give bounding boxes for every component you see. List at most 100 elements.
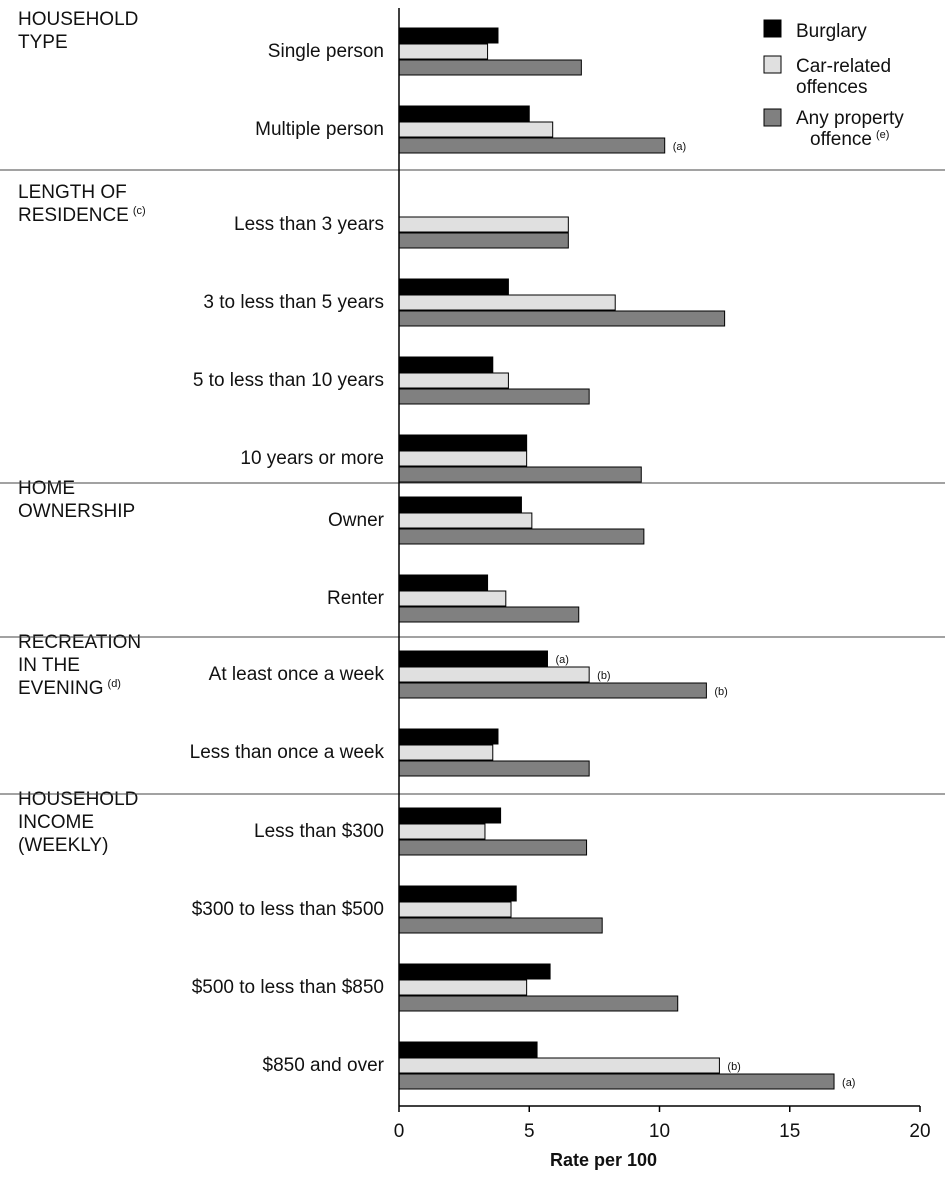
category-label: Less than $300	[254, 821, 384, 842]
legend-superscript: (e)	[876, 129, 889, 141]
category-label: Less than 3 years	[234, 214, 384, 235]
x-tick-label: 20	[909, 1121, 930, 1142]
bar-any-property-offence	[398, 466, 642, 483]
bar-burglary	[398, 807, 502, 824]
bar-note: (b)	[727, 1061, 740, 1073]
bar-note: (a)	[842, 1077, 855, 1089]
bar-note: (a)	[555, 654, 568, 666]
bar-car-related-offences	[398, 1057, 720, 1074]
group-label-superscript: (d)	[108, 678, 121, 690]
bar-burglary	[398, 278, 509, 295]
bar-car-related-offences	[398, 666, 590, 683]
bar-any-property-offence	[398, 137, 666, 154]
group-label-superscript: (c)	[133, 205, 146, 217]
bar-burglary	[398, 356, 494, 373]
x-axis-title: Rate per 100	[550, 1150, 657, 1170]
group-label-line: HOUSEHOLD	[18, 789, 138, 810]
bar-car-related-offences	[398, 901, 512, 918]
group-label-2: HOME OWNERSHIP	[18, 478, 135, 522]
group-label-1: LENGTH OF RESIDENCE (c)	[18, 182, 146, 226]
bar-note: (a)	[673, 141, 686, 153]
bar-car-related-offences	[398, 216, 569, 233]
bar-burglary	[398, 105, 530, 122]
bar-note: (b)	[597, 670, 610, 682]
bar-car-related-offences	[398, 43, 489, 60]
category-label: Renter	[327, 588, 385, 609]
category-label: 3 to less than 5 years	[203, 292, 384, 313]
bar-burglary	[398, 650, 548, 667]
bar-any-property-offence	[398, 606, 580, 623]
bar-burglary	[398, 728, 499, 745]
group-label-line: IN THE	[18, 655, 80, 676]
group-label-line: LENGTH OF	[18, 182, 127, 203]
bar-any-property-offence	[398, 310, 726, 327]
category-label: Owner	[328, 510, 385, 531]
bar-car-related-offences	[398, 823, 486, 840]
bar-any-property-offence	[398, 388, 590, 405]
bar-car-related-offences	[398, 590, 507, 607]
bar-any-property-offence	[398, 917, 603, 934]
bar-any-property-offence	[398, 682, 707, 699]
legend: Burglary Car-related offences Any property o…	[763, 19, 904, 150]
bar-car-related-offences	[398, 121, 554, 138]
bar-any-property-offence	[398, 1073, 835, 1090]
bar-burglary	[398, 1041, 538, 1058]
bar-burglary	[398, 963, 551, 980]
group-label-0: HOUSEHOLD TYPE	[18, 9, 138, 53]
bar-burglary	[398, 885, 517, 902]
bar-any-property-offence	[398, 760, 590, 777]
x-tick-label: 15	[779, 1121, 800, 1142]
category-label: Less than once a week	[190, 742, 385, 763]
legend-swatch	[763, 108, 782, 127]
category-label: 10 years or more	[240, 448, 384, 469]
legend-label-line: offences	[796, 77, 867, 98]
group-label-4: HOUSEHOLD INCOME (WEEKLY)	[18, 789, 138, 856]
category-label: 5 to less than 10 years	[193, 370, 384, 391]
x-tick-label: 0	[394, 1121, 405, 1142]
bar-burglary	[398, 27, 499, 44]
category-label: Multiple person	[255, 119, 384, 140]
legend-swatch	[763, 55, 782, 74]
group-label-line: TYPE	[18, 32, 68, 53]
group-label-line: RECREATION	[18, 632, 141, 653]
bar-car-related-offences	[398, 294, 616, 311]
group-label-line: INCOME	[18, 812, 94, 833]
x-tick-label: 10	[649, 1121, 670, 1142]
category-label: $500 to less than $850	[192, 977, 384, 998]
bar-car-related-offences	[398, 450, 528, 467]
group-label-line: EVENING	[18, 678, 104, 699]
bar-any-property-offence	[398, 59, 582, 76]
legend-label-line: Burglary	[796, 21, 867, 42]
bar-any-property-offence	[398, 232, 569, 249]
bar-burglary	[398, 434, 528, 451]
bar-note: (b)	[714, 686, 727, 698]
bar-car-related-offences	[398, 512, 533, 529]
category-label: Single person	[268, 41, 384, 62]
group-label-line: HOUSEHOLD	[18, 9, 138, 30]
bar-any-property-offence	[398, 839, 588, 856]
legend-label-line: Car-related	[796, 56, 891, 77]
bar-burglary	[398, 574, 489, 591]
x-tick-label: 5	[524, 1121, 535, 1142]
bar-car-related-offences	[398, 372, 509, 389]
legend-label: Any property offence (e)	[796, 108, 904, 150]
category-label: $300 to less than $500	[192, 899, 384, 920]
group-label-line: OWNERSHIP	[18, 501, 135, 522]
category-label: At least once a week	[209, 664, 385, 685]
bar-any-property-offence	[398, 995, 679, 1012]
legend-label-line: Any property	[796, 108, 904, 129]
group-label-line: HOME	[18, 478, 75, 499]
bar-car-related-offences	[398, 979, 528, 996]
bar-burglary	[398, 496, 522, 513]
legend-label: Burglary	[796, 21, 867, 42]
group-label-3: RECREATION IN THE EVENING (d)	[18, 632, 141, 699]
category-label: $850 and over	[263, 1055, 385, 1076]
group-label-line: (WEEKLY)	[18, 835, 108, 856]
legend-swatch	[763, 19, 782, 38]
group-label-line: RESIDENCE	[18, 205, 129, 226]
bar-any-property-offence	[398, 528, 645, 545]
bar-car-related-offences	[398, 744, 494, 761]
legend-label-line: offence	[810, 129, 872, 150]
